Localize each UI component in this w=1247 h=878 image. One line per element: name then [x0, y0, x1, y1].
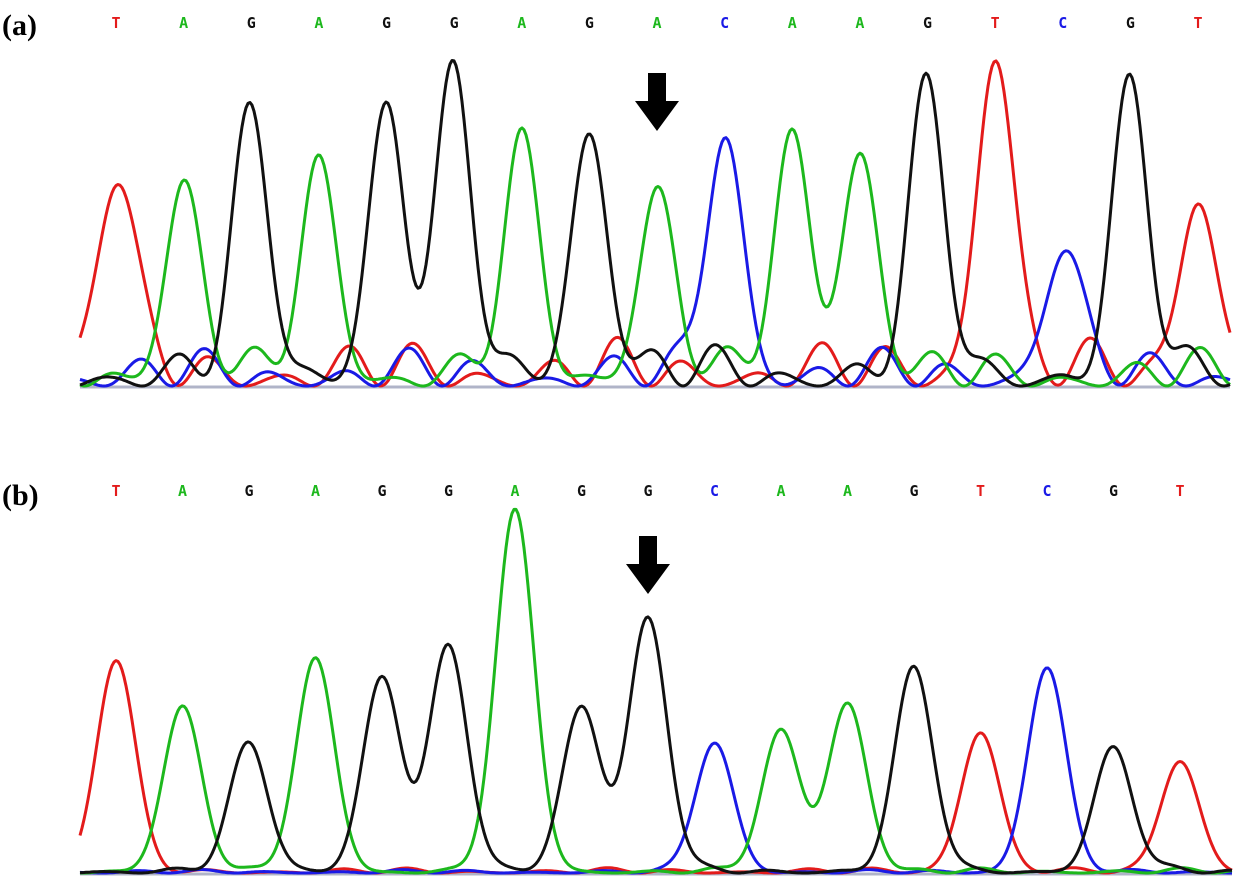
base-call-letter: A — [179, 14, 188, 32]
base-call-letter: G — [244, 482, 253, 500]
trace-t — [78, 659, 1233, 875]
base-call-letter: C — [720, 14, 729, 32]
panel-label-b: (b) — [2, 479, 39, 512]
base-call-letter: T — [991, 14, 1000, 32]
base-call-letter: G — [643, 482, 652, 500]
base-call-letter: T — [1175, 482, 1184, 500]
base-call-letter: A — [510, 482, 519, 500]
trace-t — [78, 59, 1232, 388]
base-call-letter: G — [444, 482, 453, 500]
chromatogram-panel-a: T A G A G G A G A C A A G T C G T (a) — [0, 0, 1247, 400]
down-arrow-icon — [626, 536, 670, 594]
base-call-letter: G — [1126, 14, 1135, 32]
base-call-letter: A — [517, 14, 526, 32]
base-call-letter: G — [909, 482, 918, 500]
base-call-letter: A — [843, 482, 852, 500]
base-call-letter: C — [710, 482, 719, 500]
base-call-letter: G — [923, 14, 932, 32]
trace-g — [79, 615, 1232, 875]
base-call-letter: G — [377, 482, 386, 500]
base-call-letter: A — [311, 482, 320, 500]
trace-g — [79, 59, 1231, 388]
panel-label-a: (a) — [2, 9, 37, 42]
base-call-letter: T — [1193, 14, 1202, 32]
base-call-letter: A — [855, 14, 864, 32]
base-call-letter: G — [450, 14, 459, 32]
trace-c — [79, 666, 1232, 875]
base-call-letter: A — [314, 14, 323, 32]
base-call-letter: A — [178, 482, 187, 500]
chromatogram-panel-b: T A G A G G A G G C A A G T C G T (b) — [0, 470, 1247, 878]
base-call-letter: G — [577, 482, 586, 500]
base-call-letter: T — [111, 14, 120, 32]
base-call-letter: G — [1109, 482, 1118, 500]
trace-c — [79, 136, 1231, 388]
base-call-letter: C — [1058, 14, 1067, 32]
down-arrow-icon — [635, 73, 679, 131]
base-call-letter: C — [1042, 482, 1051, 500]
base-call-letter: T — [111, 482, 120, 500]
base-call-letter: G — [382, 14, 391, 32]
base-call-letter: G — [247, 14, 256, 32]
base-call-letter: A — [776, 482, 785, 500]
base-call-letter: T — [976, 482, 985, 500]
base-call-letter: A — [788, 14, 797, 32]
base-call-letter: A — [652, 14, 661, 32]
base-call-letter: G — [585, 14, 594, 32]
trace-a — [79, 126, 1231, 388]
